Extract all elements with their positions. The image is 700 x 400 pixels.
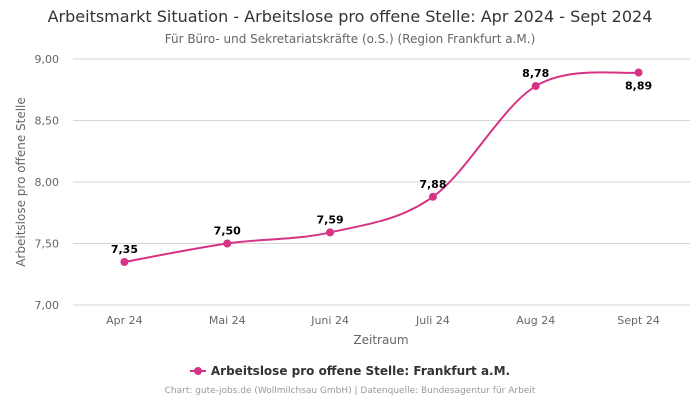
x-axis-ticks: Apr 24 Mai 24 Juni 24 Juli 24 Aug 24 Sept 24 bbox=[106, 314, 660, 327]
data-point[interactable] bbox=[531, 82, 540, 91]
data-point[interactable] bbox=[223, 239, 232, 248]
chart-subtitle: Für Büro- und Sekretariatskräfte (o.S.) … bbox=[164, 32, 536, 46]
data-label: 7,35 bbox=[111, 243, 138, 256]
x-tick-label: Apr 24 bbox=[106, 314, 143, 327]
chart-title: Arbeitsmarkt Situation - Arbeitslose pro… bbox=[47, 7, 653, 26]
y-axis-label: Arbeitslose pro offene Stelle bbox=[14, 97, 28, 267]
legend-label: Arbeitslose pro offene Stelle: Frankfurt… bbox=[210, 364, 511, 378]
legend-symbol bbox=[189, 366, 206, 376]
data-point[interactable] bbox=[326, 228, 335, 237]
x-tick-label: Mai 24 bbox=[209, 314, 246, 327]
x-tick-label: Sept 24 bbox=[617, 314, 660, 327]
series-line bbox=[124, 71, 639, 263]
y-tick-label: 8,00 bbox=[35, 176, 60, 189]
y-tick-label: 8,50 bbox=[35, 115, 60, 128]
data-label: 8,78 bbox=[522, 67, 549, 80]
data-label: 7,50 bbox=[214, 225, 241, 238]
y-tick-label: 9,00 bbox=[35, 53, 60, 66]
x-tick-label: Juli 24 bbox=[415, 314, 450, 327]
data-point[interactable] bbox=[120, 257, 129, 266]
data-label: 7,88 bbox=[419, 178, 446, 191]
y-tick-label: 7,50 bbox=[35, 238, 60, 251]
x-tick-label: Aug 24 bbox=[516, 314, 555, 327]
data-label: 7,59 bbox=[317, 213, 344, 226]
data-label: 8,89 bbox=[625, 80, 652, 93]
data-point[interactable] bbox=[634, 68, 643, 77]
series-group: 7,35 7,50 7,59 7,88 8,78 8,89 bbox=[111, 67, 652, 266]
y-tick-label: 7,00 bbox=[35, 299, 60, 312]
gridlines bbox=[73, 58, 690, 306]
data-point[interactable] bbox=[428, 192, 437, 201]
legend[interactable]: Arbeitslose pro offene Stelle: Frankfurt… bbox=[0, 364, 700, 378]
y-axis-ticks: 7,00 7,50 8,00 8,50 9,00 bbox=[35, 53, 60, 312]
x-tick-label: Juni 24 bbox=[310, 314, 349, 327]
chart-credits: Chart: gute-jobs.de (Wollmilchsau GmbH) … bbox=[164, 386, 536, 396]
x-axis-label: Zeitraum bbox=[353, 333, 408, 347]
